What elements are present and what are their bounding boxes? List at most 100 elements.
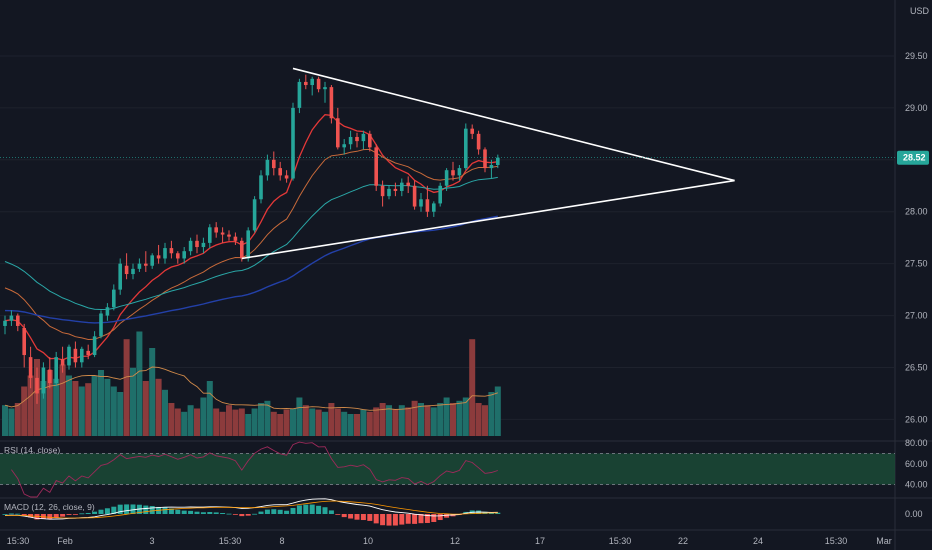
price-tick-label: 26.00 <box>905 414 928 424</box>
time-tick-label: 17 <box>535 536 545 546</box>
ma-long-line <box>4 215 498 324</box>
macd-histogram-bar <box>348 514 354 519</box>
candle-body <box>259 175 263 200</box>
volume-bar <box>40 381 47 436</box>
macd-histogram-bar <box>60 514 66 517</box>
candle <box>220 227 225 243</box>
volume-bar <box>392 409 399 436</box>
candle-body <box>412 185 417 207</box>
volume-bar <box>130 367 136 436</box>
volume-bar <box>322 411 328 436</box>
volume-bar <box>27 375 34 436</box>
macd-histogram-bar <box>405 514 411 524</box>
macd-histogram-bar <box>111 506 117 514</box>
volume-bar <box>450 403 456 436</box>
volume-bar <box>8 408 15 436</box>
candle-body <box>470 128 474 134</box>
candle <box>67 344 71 370</box>
volume-bar <box>398 405 405 436</box>
triangle-pattern[interactable] <box>241 67 735 260</box>
candle-body <box>112 289 116 308</box>
candle-body <box>284 175 289 179</box>
candle-body <box>297 81 302 108</box>
volume-bar <box>341 411 348 436</box>
candle <box>41 362 46 399</box>
time-tick-label: Mar <box>876 536 892 546</box>
candle-body <box>188 240 193 252</box>
candle-body <box>214 227 218 233</box>
candle-body <box>336 118 340 148</box>
volume-bar <box>270 411 277 436</box>
macd-indicator-label[interactable]: MACD (12, 26, close, 9) <box>4 502 95 512</box>
candle <box>176 251 180 264</box>
candle-body <box>227 234 231 237</box>
candle-body <box>380 185 385 197</box>
macd-histogram-bar <box>124 504 130 514</box>
macd-histogram-bar <box>47 514 53 520</box>
candle <box>496 154 500 169</box>
candle <box>214 222 218 238</box>
candle-body <box>195 240 199 248</box>
candle <box>304 74 308 90</box>
candle-body <box>323 87 327 90</box>
volume-bar <box>14 403 21 436</box>
candle-body <box>406 182 410 186</box>
macd-histogram-bar <box>335 514 341 515</box>
volume-bar <box>78 386 85 436</box>
time-tick-label: 22 <box>678 536 688 546</box>
volume-bar <box>59 364 66 436</box>
volume-bar <box>104 378 111 436</box>
candle <box>265 154 270 181</box>
rsi-indicator-label[interactable]: RSI (14, close) <box>4 445 60 455</box>
volume-bar <box>72 381 79 436</box>
macd-histogram-bar <box>373 514 379 524</box>
macd-histogram-bar <box>226 513 232 515</box>
macd-histogram-bar <box>21 514 27 516</box>
candle-body <box>41 367 46 394</box>
candle <box>361 130 366 150</box>
ma-fast-line <box>4 114 498 361</box>
candle-body <box>304 81 308 86</box>
last-price-value: 28.52 <box>903 153 926 163</box>
trendline <box>241 179 735 260</box>
candle <box>380 180 385 207</box>
candle <box>419 193 423 212</box>
rsi-tick-label: 60.00 <box>905 459 928 469</box>
candle-body <box>99 313 103 337</box>
macd-histogram-bar <box>143 505 149 514</box>
candle <box>9 310 14 326</box>
time-axis[interactable]: 15:30 Feb 3 15:30 8 10 12 17 15:30 22 24 15:30 Mar <box>7 536 892 546</box>
rsi-band-fill <box>0 453 895 485</box>
candle-body <box>92 336 97 356</box>
candle-body <box>137 263 142 269</box>
candle-body <box>489 165 494 169</box>
macd-histogram-bar <box>162 507 168 514</box>
candle-body <box>348 136 353 145</box>
volume-bar <box>2 405 8 436</box>
candle <box>412 180 417 210</box>
macd-histogram-bar <box>149 506 155 514</box>
candle <box>323 81 327 103</box>
candle <box>124 253 129 280</box>
candle-body <box>48 369 52 384</box>
candle-body <box>278 168 282 176</box>
candle <box>336 107 340 150</box>
price-tick-label: 29.00 <box>905 103 928 113</box>
macd-histogram-bar <box>431 514 437 522</box>
macd-pane <box>2 498 501 526</box>
macd-histogram-bar <box>175 509 181 514</box>
candle <box>252 196 257 233</box>
candle <box>80 346 84 368</box>
candle-body <box>425 199 430 212</box>
candle <box>54 351 58 387</box>
volume-bar <box>213 408 220 436</box>
volume-bar <box>91 375 98 436</box>
candle-body <box>201 242 206 248</box>
candlesticks[interactable] <box>3 74 500 404</box>
volume-bar <box>245 414 252 436</box>
macd-histogram-bar <box>341 514 347 518</box>
volume-bar <box>136 331 143 436</box>
price-tick-label: 26.50 <box>905 363 928 373</box>
